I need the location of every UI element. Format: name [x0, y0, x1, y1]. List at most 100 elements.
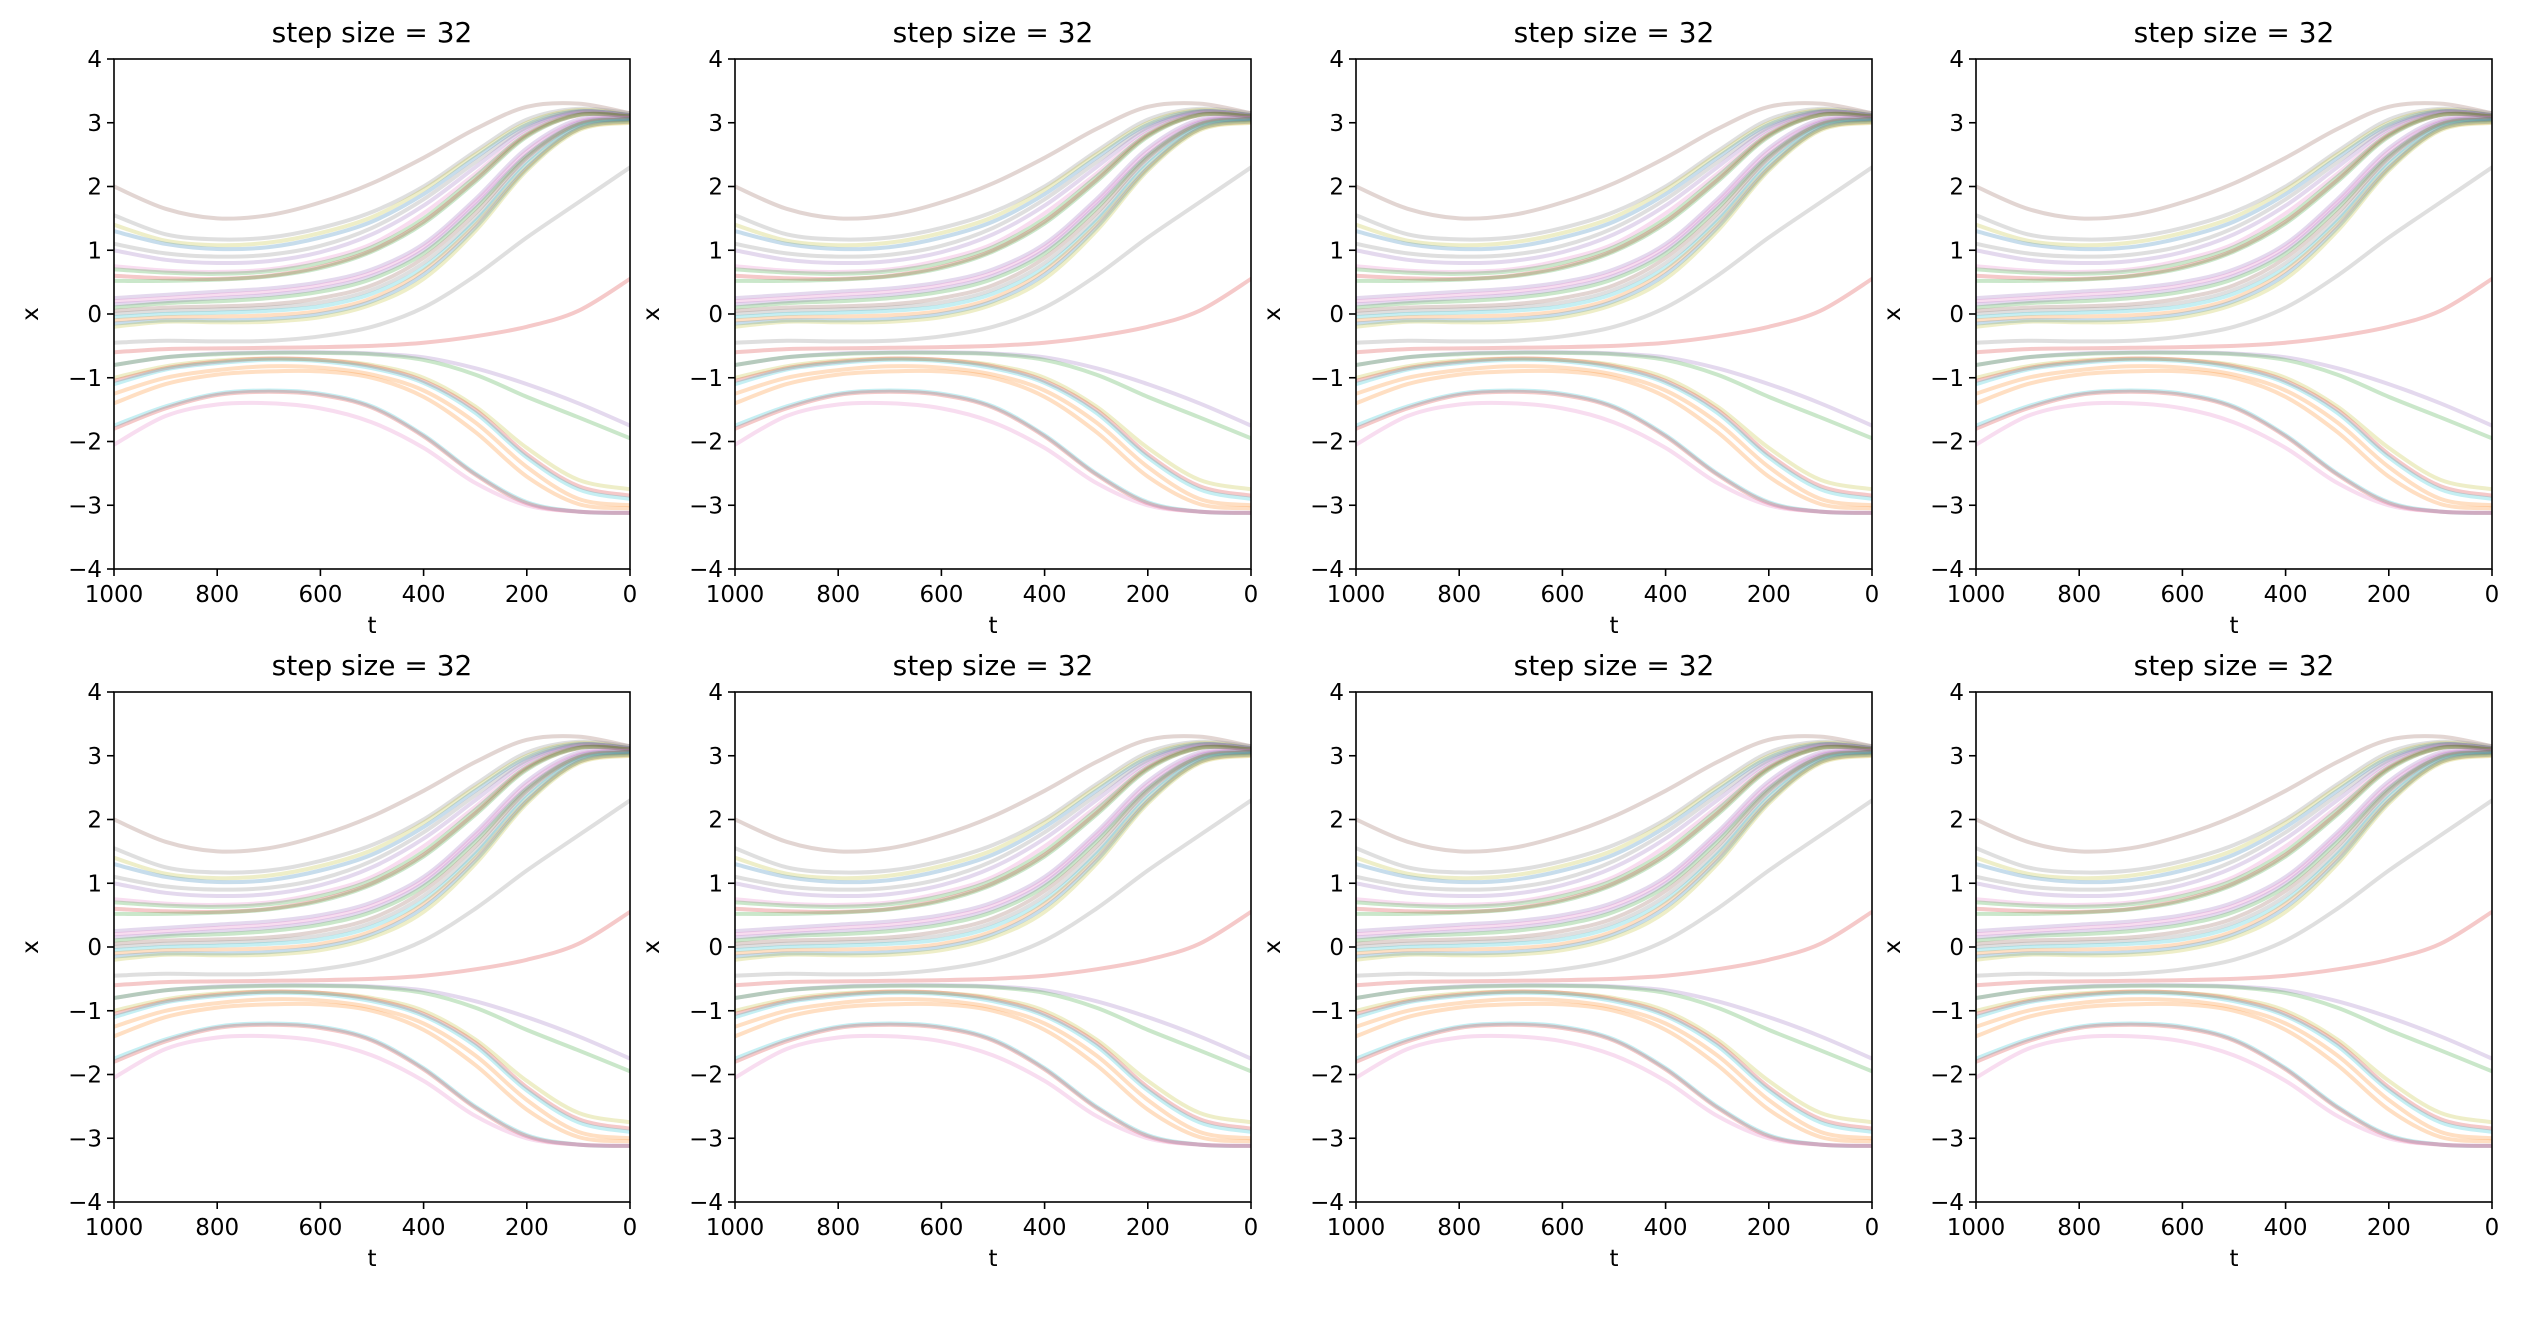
y-axis-label: x — [1260, 307, 1286, 321]
series-line-12 — [1356, 748, 1872, 937]
series-line-20 — [735, 753, 1251, 962]
series-group — [1356, 734, 1872, 1148]
series-line-9 — [735, 744, 1251, 915]
series-line-2 — [114, 739, 630, 875]
y-tick-label: 3 — [1329, 744, 1344, 770]
x-tick-label: 400 — [1023, 1215, 1067, 1241]
series-line-23 — [114, 350, 630, 428]
series-line-15 — [114, 117, 630, 313]
series-line-11 — [735, 747, 1251, 934]
series-line-19 — [1976, 119, 2492, 326]
series-line-3 — [114, 107, 630, 248]
y-tick-label: −1 — [68, 366, 102, 392]
series-line-32 — [735, 400, 1251, 515]
x-tick-label: 600 — [298, 1215, 342, 1241]
y-tick-label: 0 — [1949, 302, 1964, 328]
series-line-9 — [1356, 111, 1872, 282]
x-tick-label: 1000 — [85, 1215, 144, 1241]
series-line-29 — [735, 368, 1251, 511]
series-line-31 — [1356, 389, 1872, 515]
series-line-7 — [1976, 110, 2492, 274]
series-line-20 — [1976, 753, 2492, 962]
series-line-25 — [735, 356, 1251, 492]
series-line-25 — [114, 989, 630, 1125]
series-line-20 — [114, 120, 630, 329]
series-line-3 — [735, 107, 1251, 248]
y-tick-label: −4 — [689, 557, 723, 583]
series-line-32 — [735, 1033, 1251, 1148]
series-line-14 — [735, 116, 1251, 310]
series-group — [1976, 101, 2492, 515]
series-line-31 — [114, 389, 630, 515]
series-line-30 — [735, 388, 1251, 515]
x-tick-label: 200 — [505, 1215, 549, 1241]
series-line-22 — [1356, 909, 1872, 988]
series-line-17 — [735, 751, 1251, 953]
series-line-16 — [735, 750, 1251, 950]
series-line-24 — [735, 983, 1251, 1074]
series-line-2 — [1976, 106, 2492, 242]
series-line-14 — [735, 749, 1251, 943]
series-line-4 — [1356, 108, 1872, 252]
series-line-7 — [1356, 110, 1872, 274]
series-line-19 — [1356, 752, 1872, 959]
series-line-10 — [1976, 744, 2492, 916]
series-line-21 — [1976, 164, 2492, 345]
series-line-6 — [1976, 742, 2492, 899]
y-tick-label: 4 — [1329, 47, 1344, 73]
series-line-7 — [1976, 743, 2492, 907]
series-line-9 — [114, 744, 630, 915]
series-line-22 — [114, 276, 630, 355]
series-line-21 — [114, 797, 630, 978]
series-line-24 — [1356, 983, 1872, 1074]
series-line-11 — [114, 747, 630, 934]
x-tick-label: 400 — [2264, 582, 2308, 608]
series-line-27 — [1976, 357, 2492, 501]
series-line-8 — [1976, 111, 2492, 276]
series-line-31 — [1976, 1022, 2492, 1148]
x-tick-label: 600 — [919, 1215, 963, 1241]
x-axis-label: t — [2229, 613, 2238, 639]
y-tick-label: 3 — [1949, 111, 1964, 137]
subplot-8: 1000 800 600 400 200 0 −4 −3 −2 −1 0 1 2 3 4 step size … — [1880, 649, 2499, 1272]
series-line-26 — [1976, 989, 2492, 1131]
series-line-3 — [1356, 740, 1872, 881]
series-line-15 — [1356, 117, 1872, 313]
series-line-30 — [1976, 1021, 2492, 1148]
x-tick-label: 0 — [1244, 582, 1259, 608]
series-line-12 — [735, 748, 1251, 937]
series-line-1 — [1356, 734, 1872, 854]
series-line-25 — [735, 989, 1251, 1125]
x-tick-label: 400 — [1644, 1215, 1688, 1241]
x-axis-label: t — [2229, 1246, 2238, 1272]
series-line-27 — [114, 357, 630, 501]
series-line-15 — [735, 117, 1251, 313]
series-line-11 — [1976, 747, 2492, 934]
x-axis-label: t — [367, 613, 376, 639]
series-line-26 — [735, 989, 1251, 1131]
series-line-11 — [1976, 114, 2492, 301]
series-line-8 — [114, 744, 630, 909]
x-tick-label: 800 — [1437, 1215, 1481, 1241]
series-line-12 — [1976, 115, 2492, 304]
series-line-21 — [114, 164, 630, 345]
x-tick-label: 1000 — [85, 582, 144, 608]
series-line-25 — [1356, 356, 1872, 492]
series-line-24 — [1976, 983, 2492, 1074]
series-line-21 — [1356, 797, 1872, 978]
series-line-8 — [1976, 744, 2492, 909]
series-group — [114, 734, 630, 1148]
series-line-10 — [735, 744, 1251, 916]
series-line-8 — [114, 111, 630, 276]
y-tick-label: −3 — [1930, 493, 1964, 519]
x-tick-label: 1000 — [1327, 1215, 1386, 1241]
series-line-15 — [735, 750, 1251, 946]
subplot-title: step size = 32 — [272, 16, 473, 49]
series-line-23 — [1356, 350, 1872, 428]
x-tick-label: 800 — [816, 1215, 860, 1241]
y-tick-label: 2 — [1329, 808, 1344, 834]
series-line-17 — [114, 118, 630, 320]
y-tick-label: 3 — [1949, 744, 1964, 770]
series-line-23 — [1976, 983, 2492, 1061]
